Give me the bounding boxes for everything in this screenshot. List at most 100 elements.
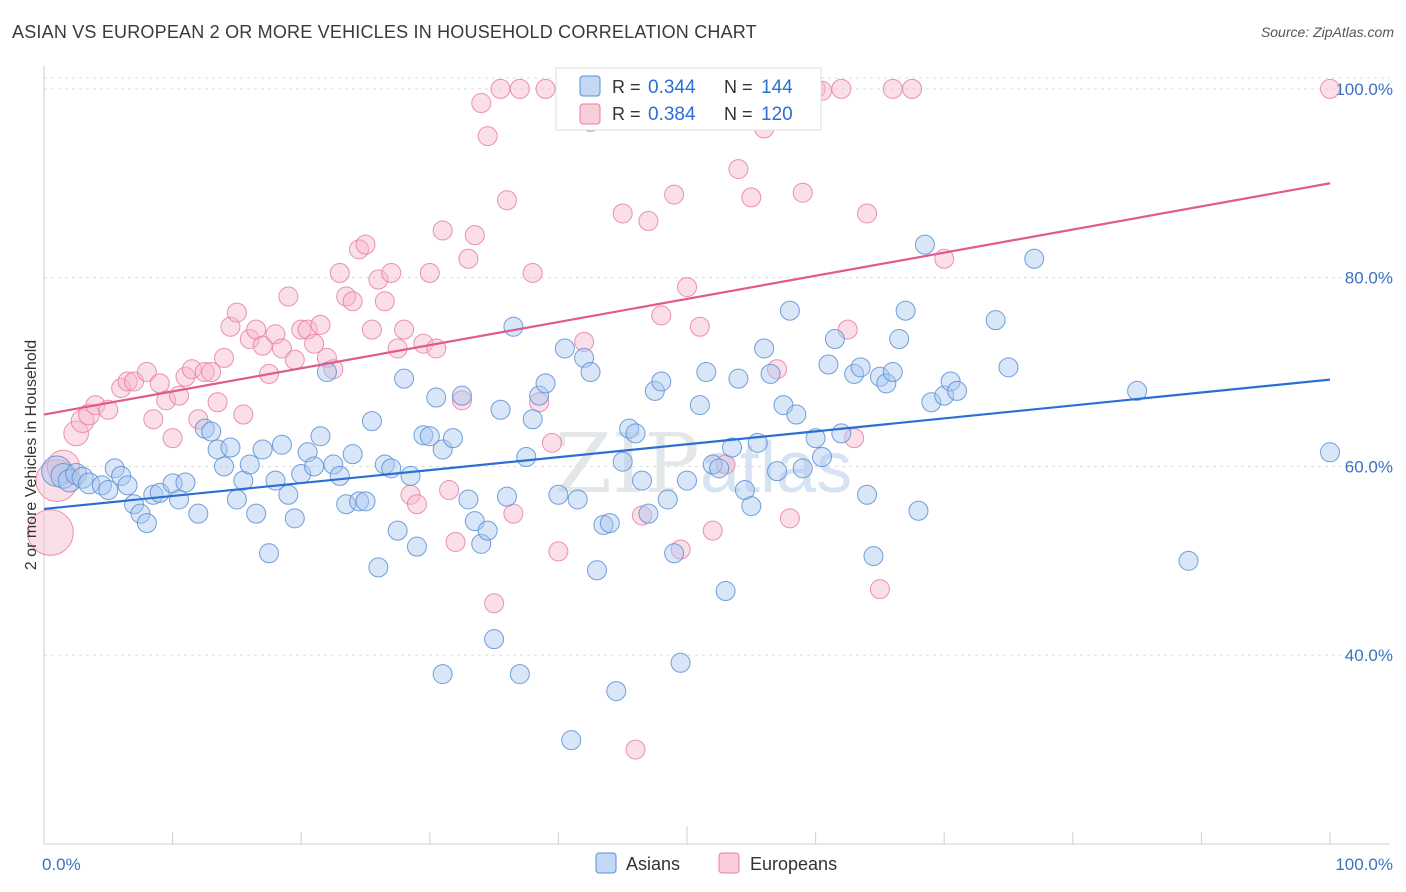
y-tick-labels: 40.0% 60.0% 80.0% 100.0% [1335, 80, 1393, 665]
asians-point [554, 338, 575, 359]
asians-point [336, 494, 357, 515]
asians-point [522, 409, 543, 430]
asians-point [355, 491, 376, 512]
asians-point [889, 329, 910, 350]
y-tick-label: 100.0% [1335, 80, 1393, 99]
asians-point [586, 560, 607, 581]
asians-point [239, 454, 260, 475]
asians-point [561, 730, 582, 751]
asians-point [71, 466, 94, 489]
axes [43, 66, 1390, 845]
europeans-point [677, 277, 697, 298]
bottom-legend-asians: Asians [626, 854, 680, 874]
europeans-point [207, 392, 228, 413]
europeans-point [612, 203, 633, 224]
europeans-point [63, 420, 90, 447]
legend-asians-r-value: 0.344 [648, 77, 696, 98]
europeans-trend-line [43, 182, 1331, 416]
legend-europeans-n-label: N = [724, 104, 753, 124]
asians-point [760, 363, 781, 384]
asians-point [509, 664, 530, 685]
europeans-point [728, 159, 749, 180]
europeans-point [496, 190, 517, 211]
y-tick-label: 60.0% [1345, 457, 1393, 476]
asians-point [426, 387, 447, 408]
europeans-point [394, 319, 415, 340]
asians-point [342, 444, 363, 465]
asians-point [419, 426, 440, 447]
asians-point [779, 300, 800, 321]
europeans-point [831, 78, 852, 99]
europeans-point [625, 739, 646, 760]
europeans-point [664, 184, 685, 205]
y-tick-label: 40.0% [1345, 646, 1393, 665]
asians-point [442, 428, 463, 449]
asians-point [516, 447, 537, 467]
europeans-point [156, 390, 177, 411]
europeans-point [226, 302, 247, 323]
europeans-point [432, 220, 453, 241]
legend-asians-n-value: 144 [761, 77, 793, 98]
asians-point [1320, 442, 1340, 463]
europeans-point [291, 319, 312, 340]
asians-point [98, 480, 119, 501]
europeans-point [670, 539, 691, 560]
asians-point [850, 357, 871, 378]
y-tick-label: 80.0% [1345, 269, 1393, 288]
asians-point [252, 439, 273, 460]
asians-point [882, 362, 903, 383]
europeans-point [509, 78, 530, 99]
bottom-legend-swatch-asians [595, 852, 617, 874]
europeans-point [27, 509, 74, 556]
europeans-point [35, 459, 79, 502]
series-legend: Asians Europeans [595, 852, 837, 874]
europeans-point [181, 359, 202, 380]
bottom-legend-swatch-europeans [718, 852, 740, 874]
europeans-point [484, 593, 505, 614]
asians-point [728, 368, 749, 389]
asians-point [657, 489, 678, 510]
europeans-point [844, 428, 865, 449]
asians-point [368, 557, 389, 578]
europeans-point [329, 262, 350, 283]
asians-point [490, 399, 511, 420]
asians-point [406, 536, 427, 557]
asians-point [664, 543, 685, 564]
asians-point [387, 520, 408, 541]
europeans-point [381, 262, 402, 283]
europeans-point [477, 126, 498, 147]
asians-point [57, 468, 82, 493]
x-tick-label-max: 100.0% [1335, 855, 1393, 874]
europeans-point [368, 269, 389, 290]
y-axis-label: 2 or more Vehicles in Household [23, 340, 40, 570]
asians-point [400, 465, 421, 486]
europeans-point [445, 531, 466, 552]
asians-point [535, 373, 556, 394]
asians-point [754, 338, 775, 359]
asians-point [670, 652, 691, 673]
asians-point [857, 484, 878, 505]
europeans-point [278, 286, 299, 307]
asians-point [413, 425, 434, 446]
x-ticks [43, 826, 1331, 844]
asians-point [824, 329, 845, 350]
asians-point [117, 475, 138, 496]
asians-point [998, 357, 1019, 378]
asians-points [41, 234, 1340, 751]
asians-point [689, 395, 710, 416]
legend-asians-r-label: R = [612, 77, 641, 97]
asians-point [175, 472, 196, 493]
asians-point [65, 463, 88, 485]
europeans-point [503, 503, 524, 524]
europeans-point [310, 314, 331, 335]
europeans-point [419, 262, 440, 283]
asians-point [78, 472, 100, 495]
asians-point [702, 454, 723, 475]
asians-point [1178, 550, 1199, 571]
europeans-point [702, 520, 723, 541]
asians-point [503, 316, 524, 337]
europeans-point [194, 362, 215, 383]
asians-point [1127, 380, 1148, 401]
asians-point [226, 489, 247, 510]
legend-swatch-asians [579, 75, 601, 97]
